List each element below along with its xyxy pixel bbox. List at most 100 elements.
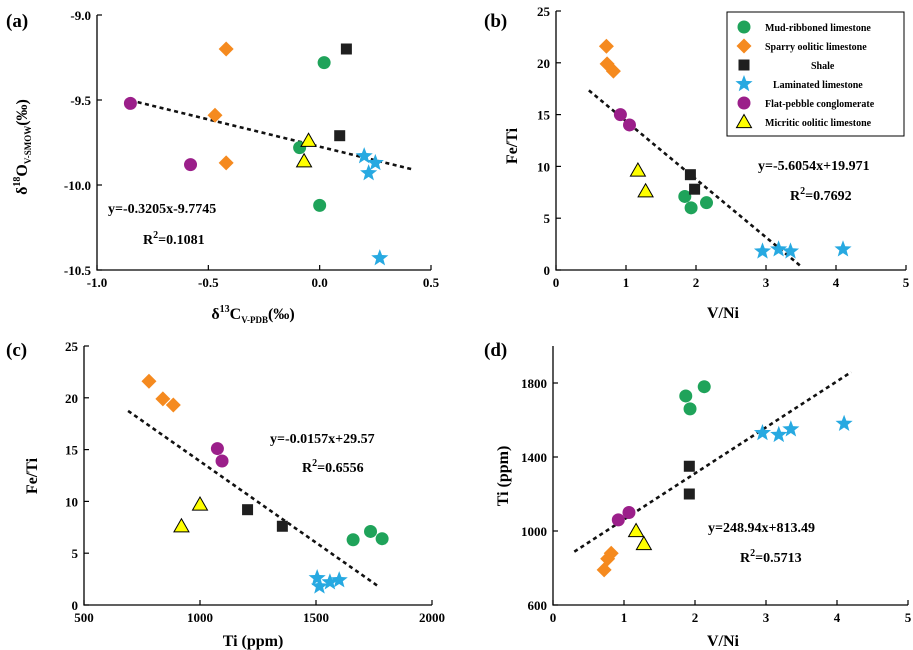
point-c-shale-1 <box>276 520 288 532</box>
point-a-flat-0 <box>123 96 137 110</box>
x-tick-label-b-5: 5 <box>903 275 910 290</box>
point-b-mud-2 <box>700 196 713 210</box>
y-tick-label-b-5: 25 <box>537 4 551 19</box>
trend-line-a <box>130 99 414 171</box>
y-tick-label-a-1: -10.0 <box>64 178 91 193</box>
r-squared-a: R2=0.1081 <box>143 230 205 248</box>
point-a-micritic-0 <box>300 132 317 147</box>
y-tick-label-d-1: 1000 <box>521 524 547 539</box>
point-d-mud-0 <box>679 389 693 403</box>
legend-symbol-micritic <box>735 113 753 129</box>
y-tick-label-b-2: 10 <box>537 159 550 174</box>
point-a-mud-0 <box>317 56 331 70</box>
legend-label-laminated: Laminated limestone <box>773 80 863 91</box>
legend-label-flat: Flat-pebble conglomerate <box>765 99 875 110</box>
y-core-a: O <box>14 164 31 176</box>
legend-symbol-laminated <box>735 75 753 92</box>
point-a-laminated-2 <box>360 164 378 181</box>
panel-label-a: (a) <box>6 11 28 32</box>
axes-a <box>96 15 431 271</box>
r-squared-b: R2=0.7692 <box>790 186 852 204</box>
x-tick-label-c-0: 500 <box>74 610 94 625</box>
equation-c: y=-0.0157x+29.57 <box>270 432 375 447</box>
point-d-laminated-0 <box>753 423 772 441</box>
r2-value-a: =0.1081 <box>158 233 204 248</box>
point-d-sparry-0 <box>596 562 612 578</box>
x-core-a: C <box>230 306 242 323</box>
point-a-laminated-1 <box>366 153 384 171</box>
x-axis-label-c: Ti (ppm) <box>223 633 284 650</box>
legend-label-shale: Shale <box>811 61 835 72</box>
x-tick-label-d-3: 3 <box>763 610 770 625</box>
x-delta-a: δ <box>211 306 219 323</box>
legend-marker-flat <box>737 96 751 110</box>
point-c-flat-0 <box>210 442 224 456</box>
y-axis-label-d: Ti (ppm) <box>495 446 512 507</box>
legend-symbol-mud <box>737 20 751 34</box>
x-axis-label-d: V/Ni <box>707 633 740 650</box>
y-tick-label-d-2: 1400 <box>521 450 547 465</box>
panel-label-d: (d) <box>484 340 507 361</box>
x-tick-label-b-3: 3 <box>763 275 770 290</box>
point-d-flat-1 <box>622 506 636 519</box>
point-b-laminated-0 <box>753 242 772 259</box>
r-squared-d: R2=0.5713 <box>740 548 802 566</box>
y-tick-label-c-0: 0 <box>72 598 79 613</box>
x-axis-label-a: δ13CV-PDB(‰) <box>211 304 294 325</box>
legend-marker-micritic <box>735 113 753 129</box>
r2-sup-b: 2 <box>800 186 805 197</box>
y-tick-label-b-0: 0 <box>544 263 551 278</box>
x-tick-label-a-1: -0.5 <box>198 275 219 290</box>
x-tick-label-b-1: 1 <box>623 275 630 290</box>
point-c-mud-2 <box>375 532 389 546</box>
point-b-mud-1 <box>684 201 698 215</box>
x-tick-label-d-0: 0 <box>550 610 557 625</box>
point-c-laminated-1 <box>310 577 329 594</box>
legend-label-mud: Mud-ribboned limestone <box>765 23 871 34</box>
legend-marker-sparry <box>736 38 752 54</box>
r2-letter-c: R <box>302 461 313 476</box>
x-tick-label-b-4: 4 <box>833 275 840 290</box>
legend-marker-mud <box>737 20 751 34</box>
panel-d: (d) 0 1 2 3 4 5 600 1000 1400 1800 y=248.94x+813.… <box>484 340 912 650</box>
point-b-sparry-2 <box>605 63 621 79</box>
equation-a: y=-0.3205x-9.7745 <box>108 202 216 217</box>
y-tick-label-c-2: 10 <box>65 494 78 509</box>
legend-marker-laminated <box>735 75 753 92</box>
point-a-flat-1 <box>184 158 198 172</box>
legend-item-micritic: Micritic oolitic limestone <box>735 113 872 129</box>
x-tick-label-d-1: 1 <box>621 610 628 625</box>
r-squared-c: R2=0.6556 <box>302 458 364 476</box>
point-b-micritic-0 <box>629 162 647 177</box>
point-a-sparry-2 <box>218 155 234 171</box>
y-axis-label-c: Fe/Ti <box>24 457 41 494</box>
legend-item-mud: Mud-ribboned limestone <box>737 20 871 34</box>
r2-letter-d: R <box>740 551 751 566</box>
point-a-micritic-1 <box>295 152 313 168</box>
legend-marker-shale <box>738 59 750 71</box>
point-d-flat-0 <box>611 513 625 527</box>
y-tick-label-c-5: 25 <box>65 339 79 354</box>
point-c-mud-0 <box>346 533 360 547</box>
x-tick-label-a-2: 0.0 <box>312 275 328 290</box>
point-c-mud-1 <box>364 524 378 538</box>
point-c-laminated-0 <box>308 569 326 586</box>
point-c-sparry-0 <box>141 373 157 389</box>
point-d-shale-1 <box>683 488 695 500</box>
panel-a: (a) -1.0 -0.5 0.0 0.5 -10.5 -10.0 -9.5 -9.0 y=-… <box>6 8 440 325</box>
legend-item-flat: Flat-pebble conglomerate <box>737 96 875 110</box>
point-a-mud-2 <box>313 198 327 212</box>
legend-symbol-sparry <box>736 38 752 54</box>
point-c-laminated-3 <box>330 571 348 588</box>
point-b-shale-0 <box>684 169 696 181</box>
y-tick-label-b-3: 15 <box>537 108 551 123</box>
point-b-laminated-1 <box>770 240 788 257</box>
point-c-micritic-0 <box>173 517 190 533</box>
r2-value-c: =0.6556 <box>317 461 363 476</box>
x-sup-a: 13 <box>220 304 230 315</box>
panel-label-c: (c) <box>6 340 27 361</box>
point-d-shale-0 <box>683 460 695 472</box>
r2-letter-a: R <box>143 233 154 248</box>
point-a-sparry-0 <box>218 41 234 57</box>
y-tick-label-c-4: 20 <box>65 391 78 406</box>
